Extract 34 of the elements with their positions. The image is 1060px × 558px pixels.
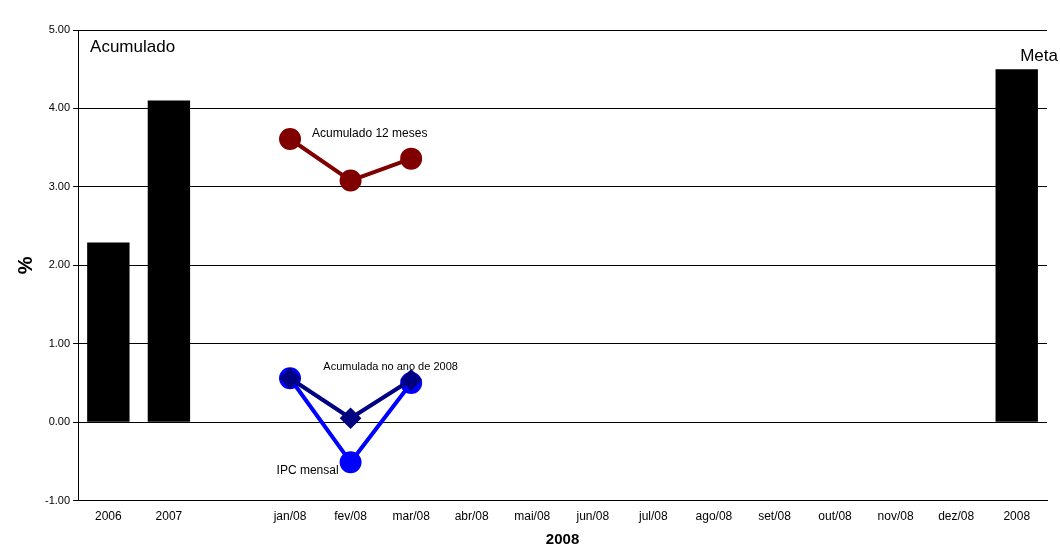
point: [279, 128, 302, 151]
x-tick-label: 2007: [155, 509, 183, 524]
x-tick-label: fev/08: [334, 509, 368, 524]
point: [400, 147, 423, 170]
x-tick-label: jul/08: [638, 509, 669, 524]
x-tick-label: mai/08: [514, 509, 551, 524]
y-tick-label: 0.00: [48, 415, 71, 428]
x-tick-label: ago/08: [695, 509, 733, 524]
y-tick-label: 2.00: [48, 258, 71, 271]
y-tick-label: -1.00: [44, 493, 71, 506]
x-tick-label: dez/08: [938, 509, 975, 524]
x-tick-label: out/08: [818, 509, 853, 524]
y-tick-label: 3.00: [48, 179, 71, 192]
y-tick-label: 5.00: [48, 23, 71, 36]
annotation: Meta: [1020, 46, 1059, 66]
x-tick-label: jan/08: [272, 509, 307, 524]
point: [339, 451, 362, 474]
point: [340, 408, 361, 429]
series-label: Acumulada no ano de 2008: [323, 360, 458, 373]
x-tick-label: abr/08: [454, 509, 490, 524]
x-tick-label: mar/08: [392, 509, 431, 524]
x-axis-title: 2008: [545, 530, 580, 548]
y-tick-label: 4.00: [48, 101, 71, 114]
annotation: Acumulado: [90, 37, 176, 56]
point: [339, 169, 362, 192]
y-tick-label: 1.00: [48, 336, 71, 349]
series-label: IPC mensal: [276, 463, 339, 478]
x-tick-label: set/08: [758, 509, 792, 524]
x-tick-label: nov/08: [877, 509, 914, 524]
x-tick-label: 2006: [95, 509, 123, 524]
x-tick-label: 2008: [1003, 509, 1031, 524]
x-tick-label: jun/08: [575, 509, 610, 524]
series-label: Acumulado 12 meses: [312, 126, 428, 141]
y-axis-title: %: [13, 256, 36, 275]
